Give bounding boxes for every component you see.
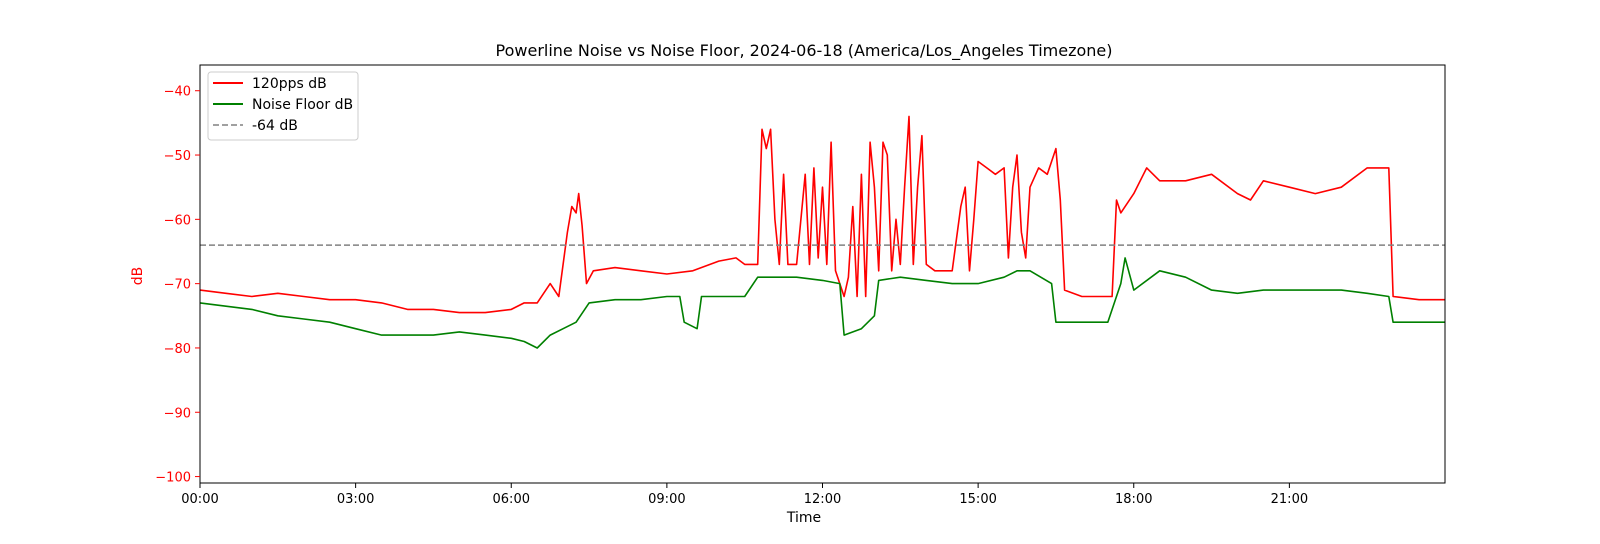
chart-title: Powerline Noise vs Noise Floor, 2024-06-…: [496, 41, 1113, 61]
y-tick-label-6: −100: [155, 471, 191, 486]
legend-label-120pps: 120pps dB: [252, 76, 327, 92]
y-tick-label-0: −40: [164, 85, 191, 100]
x-tick-label-7: 21:00: [1271, 492, 1308, 507]
plot-frame: [199, 64, 1446, 484]
x-tick-label-5: 15:00: [959, 492, 996, 507]
ticks-layer: 00:00 03:00 06:00 09:00 12:00 15:00 18:00 21:00…: [155, 85, 1308, 507]
y-tick-label-4: −80: [164, 342, 191, 357]
legend-label-threshold: -64 dB: [252, 118, 298, 134]
y-tick-label-5: −90: [164, 406, 191, 421]
x-tick-label-6: 18:00: [1115, 492, 1152, 507]
x-axis-label: Time: [786, 510, 821, 526]
y-tick-label-1: −50: [164, 149, 191, 164]
y-tick-label-3: −70: [164, 278, 191, 293]
legend-label-noise-floor: Noise Floor dB: [252, 97, 353, 113]
x-tick-label-1: 03:00: [337, 492, 374, 507]
plot-layer: [199, 115, 1445, 349]
x-tick-label-3: 09:00: [648, 492, 685, 507]
legend: 120pps dB Noise Floor dB -64 dB: [207, 71, 359, 141]
y-axis-label: dB: [130, 267, 146, 286]
legend-box: [207, 71, 359, 141]
series-line-1: [199, 257, 1445, 349]
x-tick-label-2: 06:00: [493, 492, 530, 507]
x-tick-label-0: 00:00: [181, 492, 218, 507]
x-tick-label-4: 12:00: [804, 492, 841, 507]
series-line-0: [199, 115, 1445, 314]
y-tick-label-2: −60: [164, 213, 191, 228]
